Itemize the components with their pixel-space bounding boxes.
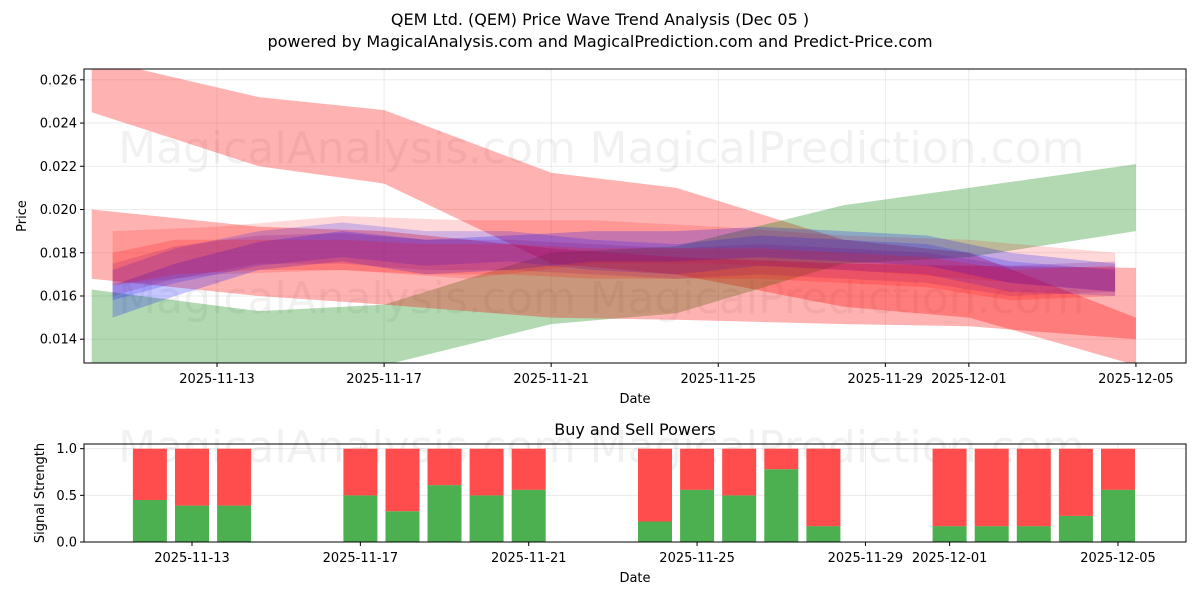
watermark-top-1: MagicalAnalysis.com xyxy=(118,123,576,174)
price-band-3 xyxy=(91,209,1136,340)
main-title: QEM Ltd. (QEM) Price Wave Trend Analysis… xyxy=(391,10,809,29)
buy-bar xyxy=(1101,489,1135,542)
price-x-tick-label: 2025-12-05 xyxy=(1098,372,1174,387)
price-bands xyxy=(91,69,1136,363)
sell-bar xyxy=(1016,448,1051,527)
price-y-ticks: 0.014 0.016 0.018 0.020 0.022 0.024 0.026 xyxy=(40,73,84,348)
sell-bar xyxy=(764,448,799,470)
sell-bar xyxy=(385,448,420,512)
signal-x-ticks: 2025-11-13 2025-11-17 2025-11-21 2025-11-25… xyxy=(154,542,1156,566)
sell-bar xyxy=(132,448,167,500)
price-x-tick-label: 2025-12-01 xyxy=(931,372,1007,387)
price-y-tick-label: 0.022 xyxy=(40,160,77,175)
buy-bar xyxy=(132,500,167,542)
signal-x-tick-label: 2025-11-17 xyxy=(323,551,399,566)
price-x-tick-label: 2025-11-29 xyxy=(848,372,924,387)
price-grid xyxy=(84,69,1186,363)
signal-x-tick-label: 2025-11-25 xyxy=(659,551,735,566)
buy-bar xyxy=(932,526,967,542)
buy-bar xyxy=(1016,526,1051,542)
sell-bar xyxy=(175,448,209,506)
buy-bar xyxy=(1058,515,1093,542)
sell-bar xyxy=(680,448,715,490)
price-y-tick-label: 0.026 xyxy=(40,73,77,88)
price-band-6 xyxy=(112,222,1116,301)
price-band-2 xyxy=(91,164,1136,363)
buy-bar xyxy=(974,526,1009,542)
signal-x-label: Date xyxy=(619,571,650,586)
buy-bar xyxy=(427,485,462,542)
price-watermarks: MagicalAnalysis.com MagicalPrediction.co… xyxy=(118,123,1084,324)
sell-bar xyxy=(806,448,841,527)
buy-bar xyxy=(217,505,252,542)
price-y-label: Price xyxy=(15,200,30,232)
signal-x-tick-label: 2025-12-01 xyxy=(912,551,988,566)
price-y-tick-label: 0.020 xyxy=(40,203,77,218)
sell-bar xyxy=(469,448,504,496)
buy-bar xyxy=(469,495,504,542)
price-band-4 xyxy=(112,216,1116,292)
price-x-label: Date xyxy=(619,392,650,407)
buy-bar xyxy=(175,505,209,542)
signal-y-tick-label: 0.5 xyxy=(56,489,77,504)
sell-bar xyxy=(217,448,252,506)
price-axes-frame xyxy=(83,68,1187,364)
watermark-top-4: MagicalPrediction.com xyxy=(590,273,1085,324)
buy-bar xyxy=(806,526,841,542)
signal-axes-frame xyxy=(83,443,1187,543)
buy-bar xyxy=(764,469,799,542)
signal-chart: Buy and Sell Powers MagicalAnalysis.com … xyxy=(33,420,1187,586)
signal-y-tick-label: 1.0 xyxy=(56,442,77,457)
price-y-tick-label: 0.014 xyxy=(40,333,77,348)
buy-bar xyxy=(680,489,715,542)
sell-bar xyxy=(1101,448,1135,490)
sell-bar xyxy=(974,448,1009,527)
signal-y-label: Signal Strength xyxy=(33,443,48,543)
signal-x-tick-label: 2025-11-29 xyxy=(828,551,904,566)
signal-y-tick-label: 0.0 xyxy=(56,536,77,551)
price-x-ticks: 2025-11-13 2025-11-17 2025-11-21 2025-11-25… xyxy=(179,363,1174,387)
price-x-tick-label: 2025-11-21 xyxy=(513,372,589,387)
buy-bar xyxy=(343,495,378,542)
signal-bars xyxy=(132,448,1135,542)
signal-title: Buy and Sell Powers xyxy=(554,420,716,439)
price-band-7 xyxy=(112,233,1116,296)
signal-y-ticks: 0.0 0.5 1.0 xyxy=(56,442,84,551)
sell-bar xyxy=(722,448,757,496)
signal-x-tick-label: 2025-12-05 xyxy=(1080,551,1156,566)
price-chart: MagicalAnalysis.com MagicalPrediction.co… xyxy=(15,68,1187,407)
signal-x-tick-label: 2025-11-21 xyxy=(491,551,567,566)
sell-bar xyxy=(427,448,462,486)
price-x-tick-label: 2025-11-13 xyxy=(179,372,255,387)
price-band-1 xyxy=(91,69,1136,363)
price-y-tick-label: 0.018 xyxy=(40,246,77,261)
price-x-tick-label: 2025-11-17 xyxy=(346,372,422,387)
buy-bar xyxy=(722,495,757,542)
signal-x-tick-label: 2025-11-13 xyxy=(154,551,230,566)
main-subtitle: powered by MagicalAnalysis.com and Magic… xyxy=(267,32,932,51)
sell-bar xyxy=(932,448,967,527)
price-band-8 xyxy=(112,239,1116,301)
buy-bar xyxy=(385,511,420,542)
price-y-tick-label: 0.016 xyxy=(40,289,77,304)
sell-bar xyxy=(638,448,672,522)
watermark-top-2: MagicalPrediction.com xyxy=(590,123,1085,174)
price-band-5 xyxy=(112,226,1116,318)
sell-bar xyxy=(1058,448,1093,516)
watermark-top-3: MagicalAnalysis.com xyxy=(118,273,576,324)
price-y-tick-label: 0.024 xyxy=(40,117,77,132)
price-x-tick-label: 2025-11-25 xyxy=(680,372,756,387)
sell-bar xyxy=(511,448,546,490)
sell-bar xyxy=(343,448,378,496)
buy-bar xyxy=(638,521,672,542)
buy-bar xyxy=(511,489,546,542)
